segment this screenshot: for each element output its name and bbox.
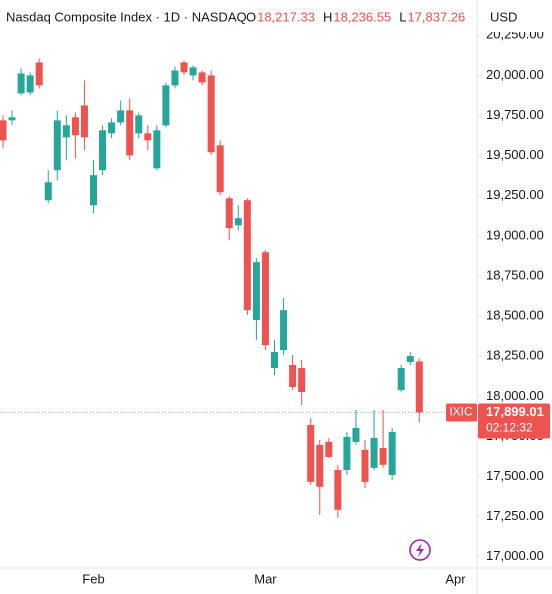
candle-body xyxy=(62,125,70,138)
candle-body xyxy=(17,73,25,94)
y-tick-label: 19,500.00 xyxy=(486,147,544,162)
candle-body xyxy=(352,427,360,442)
candle-body xyxy=(289,365,297,388)
lightning-icon[interactable] xyxy=(409,539,431,561)
candle-body xyxy=(135,115,143,134)
price-tag xyxy=(478,403,550,439)
currency: USD xyxy=(490,9,517,24)
candle-body xyxy=(0,120,7,141)
plot xyxy=(0,58,477,518)
y-tick-label: 17,250.00 xyxy=(486,508,544,523)
candle-body xyxy=(388,431,396,475)
y-tick-label: 18,250.00 xyxy=(486,348,544,363)
candle-body xyxy=(234,218,242,226)
candle-body xyxy=(162,85,170,126)
candle-body xyxy=(397,368,405,391)
candle-body xyxy=(198,72,206,83)
candle-body xyxy=(80,105,88,138)
candle-body xyxy=(307,424,315,482)
ohlc-label: H xyxy=(323,9,332,24)
symbol-label: IXIC xyxy=(449,405,473,419)
ohlc-value: 18,217.33 xyxy=(257,9,315,24)
countdown-label: 02:12:32 xyxy=(486,421,533,435)
candle-body xyxy=(117,110,125,123)
candle-body xyxy=(252,262,260,321)
y-tick-label: 18,750.00 xyxy=(486,267,544,282)
candle-body xyxy=(180,62,188,73)
ohlc-header: O 18,217.33 H 18,236.55 L 17,837.26 xyxy=(246,9,465,24)
candle-body xyxy=(261,252,269,346)
candle-body xyxy=(26,75,34,93)
symbol-tag xyxy=(446,403,477,422)
ohlc-value: 18,236.55 xyxy=(333,9,391,24)
candle-body xyxy=(90,175,97,206)
candle-body xyxy=(8,117,16,121)
candle-body xyxy=(316,444,324,487)
y-tick-label: 19,250.00 xyxy=(486,187,544,202)
candle-body xyxy=(325,441,333,457)
ohlc-value: 17,837.26 xyxy=(407,9,465,24)
candle-body xyxy=(35,62,43,86)
y-tick-label: 19,000.00 xyxy=(486,227,544,242)
x-tick-label: Mar xyxy=(254,571,277,586)
header-bg xyxy=(478,0,552,32)
candle-body xyxy=(343,436,351,470)
candle-body xyxy=(225,198,233,229)
candle-body xyxy=(126,110,134,156)
candle-body xyxy=(207,75,215,153)
ohlc-label: O xyxy=(246,9,256,24)
header-bg xyxy=(0,0,476,30)
candle-body xyxy=(370,437,378,468)
candle-body xyxy=(216,145,224,193)
y-tick-label: 19,750.00 xyxy=(486,107,544,122)
y-tick-label: 17,500.00 xyxy=(486,468,544,483)
candle-body xyxy=(334,469,342,510)
candle-body xyxy=(171,70,179,86)
price-label: 17,899.01 xyxy=(486,404,544,419)
y-tick-label: 18,000.00 xyxy=(486,388,544,403)
candle-body xyxy=(189,67,197,76)
candle-body xyxy=(406,356,414,362)
y-tick-label: 20,000.00 xyxy=(486,67,544,82)
candle-body xyxy=(271,352,278,369)
ohlc-label: L xyxy=(399,9,406,24)
candle-body xyxy=(280,310,288,351)
candle-body xyxy=(415,361,423,413)
y-axis: 17,000.0017,250.0017,500.0017,750.0018,0… xyxy=(477,27,544,563)
candle-body xyxy=(108,122,116,134)
candle-body xyxy=(44,182,52,201)
candle-body xyxy=(71,117,79,136)
candle-body xyxy=(379,447,387,465)
candle-body xyxy=(153,130,161,169)
y-tick-label: 17,000.00 xyxy=(486,548,544,563)
chart-title: Nasdaq Composite Index · 1D · NASDAQ xyxy=(6,9,247,24)
x-tick-label: Feb xyxy=(82,571,104,586)
candle-body xyxy=(144,133,152,141)
candle-body xyxy=(243,200,251,311)
candle-body xyxy=(298,368,306,392)
candle-body xyxy=(361,449,369,482)
y-tick-label: 18,500.00 xyxy=(486,308,544,323)
x-tick-label: Apr xyxy=(445,571,466,586)
candle-body xyxy=(99,130,107,171)
candle-body xyxy=(53,120,61,171)
